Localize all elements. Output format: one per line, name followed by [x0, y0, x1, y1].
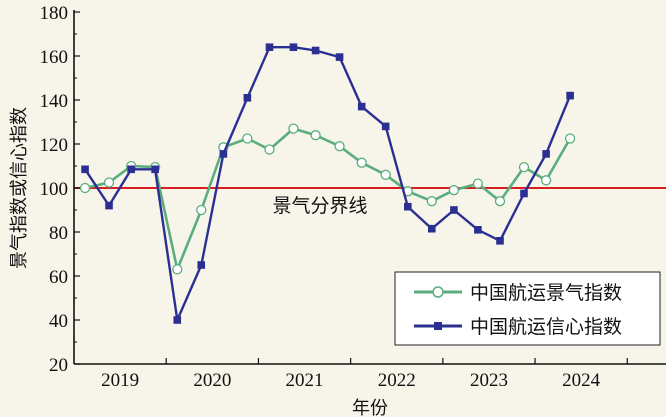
data-point-jingqi: [264, 144, 275, 155]
series-line-jingqi: [84, 127, 572, 271]
data-point-xinxin: [81, 165, 89, 174]
data-point-xinxin: [496, 237, 504, 245]
data-point-jingqi: [540, 175, 552, 186]
data-point-xinxin: [542, 150, 550, 158]
data-point-xinxin: [404, 202, 412, 211]
data-point-xinxin: [105, 201, 113, 210]
data-point-xinxin: [566, 91, 574, 100]
data-point-xinxin: [474, 226, 482, 234]
data-point-jingqi: [288, 123, 299, 134]
data-point-jingqi: [380, 169, 391, 180]
data-point-jingqi: [494, 196, 506, 207]
legend-label-jingqi: 中国航运景气指数: [470, 282, 622, 304]
legend-swatch-marker-xinxin: [434, 322, 442, 330]
legend-label-xinxin: 中国航运信心指数: [470, 316, 622, 338]
data-point-jingqi: [356, 157, 367, 168]
data-point-jingqi: [564, 133, 576, 144]
data-point-xinxin: [427, 224, 436, 233]
data-point-xinxin: [127, 165, 135, 174]
data-point-xinxin: [335, 53, 344, 61]
y-tick-label: 180: [40, 3, 69, 24]
y-tick-label: 20: [49, 355, 68, 376]
reference-line-label: 景气分界线: [272, 195, 367, 217]
y-tick-label: 140: [40, 91, 69, 112]
data-point-xinxin: [289, 43, 298, 51]
data-point-xinxin: [173, 316, 182, 324]
data-point-xinxin: [520, 189, 528, 198]
y-axis-title: 景气指数或信心指数: [9, 107, 29, 269]
legend: 中国航运景气指数 中国航运信心指数: [394, 271, 661, 346]
y-tick-label: 60: [49, 267, 68, 288]
data-point-xinxin: [151, 165, 159, 174]
y-tick-label: 160: [40, 47, 69, 68]
data-point-xinxin: [381, 122, 390, 131]
x-tick-label: 2024: [562, 370, 601, 391]
x-tick-label: 2023: [470, 370, 508, 391]
data-point-jingqi: [242, 133, 253, 144]
data-point-xinxin: [219, 150, 228, 158]
series-line-xinxin: [84, 46, 572, 322]
y-tick-label: 100: [40, 179, 69, 200]
series-layer: [79, 43, 576, 324]
data-point-jingqi: [310, 130, 321, 141]
data-point-jingqi: [196, 204, 207, 216]
x-tick-label: 2019: [101, 370, 139, 391]
data-point-xinxin: [450, 206, 458, 214]
data-point-xinxin: [243, 94, 252, 102]
data-point-xinxin: [265, 43, 274, 51]
data-point-jingqi: [518, 161, 530, 173]
data-point-jingqi: [426, 196, 437, 207]
data-point-jingqi: [79, 182, 91, 194]
data-point-jingqi: [448, 185, 460, 196]
data-point-jingqi: [103, 177, 115, 188]
legend-box: [394, 271, 661, 346]
x-tick-label: 2022: [378, 370, 416, 391]
y-tick-label: 120: [40, 135, 69, 156]
data-point-xinxin: [311, 46, 320, 55]
legend-swatch-marker-jingqi: [432, 286, 444, 298]
data-point-xinxin: [197, 261, 206, 269]
data-point-xinxin: [357, 102, 366, 111]
x-tick-label: 2021: [286, 370, 324, 391]
data-point-jingqi: [334, 141, 345, 152]
data-point-jingqi: [172, 264, 183, 275]
y-tick-label: 40: [49, 311, 68, 332]
x-tick-label: 2020: [193, 370, 231, 391]
data-point-jingqi: [472, 178, 484, 189]
x-axis-title: 年份: [352, 398, 388, 417]
axes-layer: 20 40 60 80 100 120 140 160 180 2019 2020 2021 2022 2…: [40, 3, 666, 391]
y-tick-label: 80: [49, 223, 68, 244]
